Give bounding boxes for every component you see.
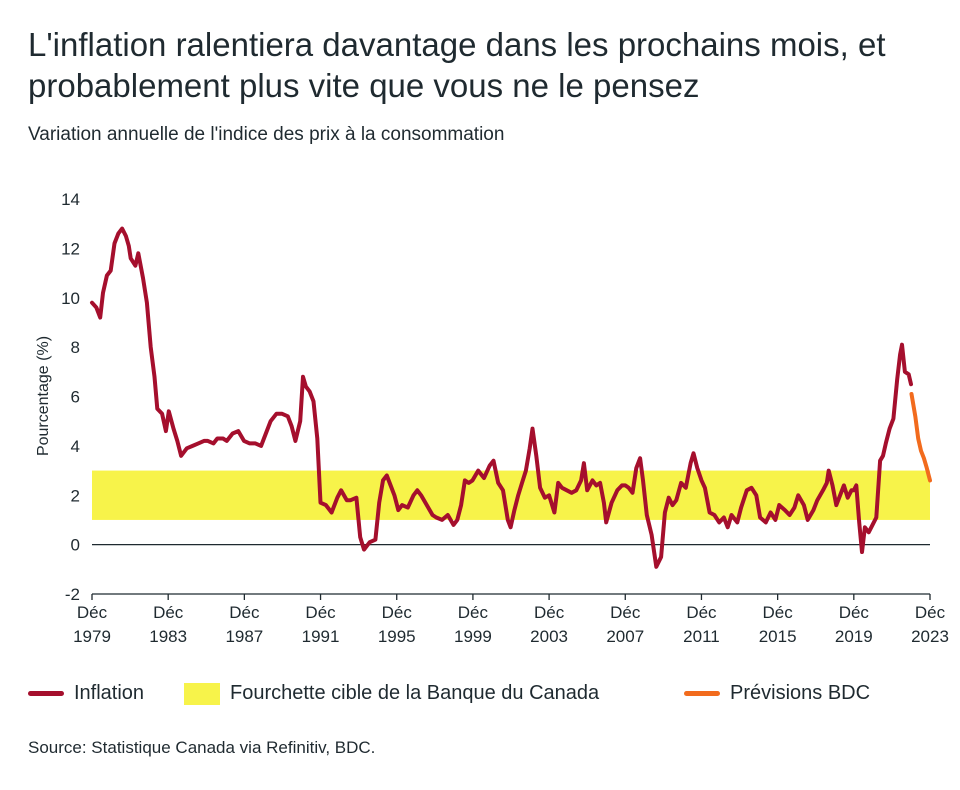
x-tick-label-year: 2023 [911,627,949,646]
x-tick-label-month: Déc [382,603,413,622]
legend-swatch-band [184,682,220,705]
y-tick-label: 12 [61,239,80,258]
y-tick-label: 8 [71,338,80,357]
axes: -2 0 2 4 6 8 10 12 14 Déc 1979 Déc 1983 Déc 1987 Déc 199… [61,190,949,646]
chart-subtitle: Variation annuelle de l'indice des prix … [28,124,505,145]
legend-item-inflation: Inflation [28,682,144,705]
legend-swatch-forecast [684,691,720,696]
x-tick-label-year: 1983 [149,627,187,646]
x-tick-label-month: Déc [686,603,717,622]
y-tick-label: -2 [65,585,80,604]
x-tick-label-year: 1987 [225,627,263,646]
legend-label-forecast: Prévisions BDC [730,682,871,704]
x-tick-label-year: 1999 [454,627,492,646]
legend-item-forecast: Prévisions BDC [684,682,870,705]
x-tick-label-year: 2003 [530,627,568,646]
line-chart: -2 0 2 4 6 8 10 12 14 Déc 1979 Déc 1983 Déc 1987 Déc 199… [35,190,949,646]
source-note: Source: Statistique Canada via Refinitiv… [28,738,376,757]
x-tick-label-month: Déc [77,603,108,622]
y-tick-label: 4 [71,437,80,456]
legend-label-band: Fourchette cible de la Banque du Canada [230,682,600,704]
chart-title: L'inflation ralentiera davantage dans le… [28,26,886,104]
legend-label-inflation: Inflation [74,682,145,704]
x-tick-label-year: 1991 [302,627,340,646]
x-tick-label-year: 1995 [378,627,416,646]
y-tick-label: 0 [71,536,80,555]
x-tick-label-month: Déc [534,603,565,622]
y-axis-label: Pourcentage (%) [35,336,52,456]
x-tick-label-month: Déc [763,603,794,622]
x-tick-label-month: Déc [458,603,489,622]
x-tick-label-month: Déc [610,603,641,622]
legend-swatch-inflation [28,691,64,696]
series-line-forecast [909,392,932,483]
series-layer [90,226,932,569]
x-tick-label-month: Déc [229,603,260,622]
x-tick-label-month: Déc [153,603,184,622]
x-tick-label-month: Déc [839,603,870,622]
y-tick-label: 14 [61,190,80,209]
x-tick-label-year: 2019 [835,627,873,646]
x-tick-label-year: 1979 [73,627,111,646]
x-tick-label-year: 2011 [683,627,720,646]
series-line-inflation [90,226,913,569]
x-tick-label-month: Déc [305,603,336,622]
y-tick-label: 2 [71,486,80,505]
x-tick-label-month: Déc [915,603,946,622]
y-tick-label: 6 [71,388,80,407]
legend: Inflation Fourchette cible de la Banque … [28,682,948,712]
y-tick-label: 10 [61,289,80,308]
legend-item-band: Fourchette cible de la Banque du Canada [184,682,599,705]
x-tick-label-year: 2007 [606,627,644,646]
x-tick-label-year: 2015 [759,627,797,646]
